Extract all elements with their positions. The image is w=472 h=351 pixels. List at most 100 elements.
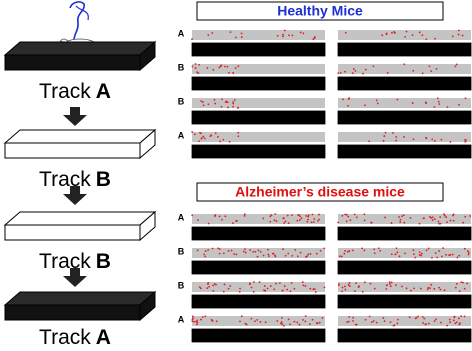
position-dot bbox=[352, 67, 355, 70]
position-dot bbox=[393, 324, 396, 327]
position-dot bbox=[373, 287, 376, 290]
position-dot bbox=[463, 287, 466, 290]
position-dot bbox=[351, 249, 354, 252]
position-dot bbox=[453, 316, 456, 319]
position-dot bbox=[347, 215, 350, 218]
track-word: Track bbox=[39, 250, 91, 273]
position-dot bbox=[244, 251, 247, 254]
position-dot bbox=[243, 214, 246, 217]
position-dot bbox=[411, 34, 414, 36]
position-dot bbox=[221, 218, 223, 221]
position-dot bbox=[454, 322, 457, 325]
position-dot bbox=[368, 140, 371, 143]
position-dot bbox=[349, 219, 352, 222]
position-dot bbox=[218, 252, 221, 255]
position-dot bbox=[227, 106, 229, 109]
track-letter: B bbox=[96, 250, 111, 273]
position-dot bbox=[383, 320, 386, 323]
position-dot bbox=[430, 283, 433, 286]
position-dot bbox=[262, 217, 265, 220]
heatmap-shade bbox=[338, 43, 471, 56]
position-dot bbox=[282, 217, 285, 219]
track-box bbox=[3, 40, 157, 72]
position-dot bbox=[464, 138, 466, 141]
track-letter: A bbox=[96, 326, 111, 349]
position-dot bbox=[312, 221, 315, 223]
position-dot bbox=[455, 63, 458, 66]
trajectory-band bbox=[338, 30, 471, 40]
position-dot bbox=[204, 255, 207, 258]
arrows bbox=[63, 107, 87, 287]
position-dot bbox=[404, 35, 407, 38]
position-dot bbox=[433, 320, 436, 322]
position-dot bbox=[275, 282, 277, 285]
position-dot bbox=[204, 315, 207, 318]
position-dot bbox=[203, 253, 206, 256]
position-dot bbox=[199, 287, 202, 290]
position-dot bbox=[227, 287, 230, 290]
position-dot bbox=[439, 222, 442, 225]
position-dot bbox=[257, 249, 260, 252]
position-dot bbox=[245, 323, 248, 326]
position-dot bbox=[237, 65, 240, 68]
position-dot bbox=[341, 286, 344, 289]
position-dot bbox=[386, 72, 389, 74]
trajectory bbox=[338, 315, 471, 327]
position-dot bbox=[259, 321, 262, 323]
position-dot bbox=[254, 320, 256, 323]
position-dot bbox=[232, 222, 234, 225]
heatmap-shade bbox=[192, 227, 325, 240]
position-dot bbox=[344, 288, 347, 291]
position-dot bbox=[229, 31, 232, 34]
position-dot bbox=[347, 320, 350, 323]
position-dot bbox=[228, 140, 231, 143]
track-label: Track B bbox=[39, 250, 111, 273]
heatmap-shade bbox=[338, 227, 471, 240]
position-dot bbox=[372, 320, 375, 322]
position-dot bbox=[206, 287, 209, 290]
position-dot bbox=[355, 282, 357, 285]
position-dot bbox=[198, 140, 200, 143]
position-dot bbox=[347, 284, 350, 286]
position-dot bbox=[316, 322, 319, 325]
row-label: B bbox=[178, 62, 185, 72]
position-dot bbox=[196, 319, 199, 322]
position-dot bbox=[427, 247, 430, 250]
position-dot bbox=[348, 285, 351, 288]
position-dot bbox=[291, 34, 294, 37]
position-dot bbox=[191, 131, 194, 133]
track-letter: A bbox=[96, 80, 111, 103]
position-dot bbox=[276, 34, 279, 37]
position-dot bbox=[337, 221, 340, 224]
position-dot bbox=[428, 65, 431, 68]
position-dot bbox=[276, 320, 279, 322]
position-dot bbox=[438, 250, 441, 252]
position-dot bbox=[438, 286, 440, 289]
trajectory-band bbox=[192, 282, 325, 292]
heatmap-shade bbox=[192, 77, 325, 90]
row-label: A bbox=[178, 212, 185, 222]
heatmap-shade bbox=[338, 77, 471, 90]
position-dot bbox=[293, 287, 296, 290]
position-dot bbox=[347, 104, 349, 107]
track-letter: B bbox=[96, 168, 111, 191]
heatmap-shade bbox=[338, 295, 471, 308]
position-dot bbox=[362, 72, 364, 75]
position-dot bbox=[271, 252, 274, 255]
trajectory bbox=[337, 63, 471, 75]
position-dot bbox=[240, 36, 243, 38]
position-dot bbox=[314, 291, 317, 293]
heatmap-shade bbox=[338, 261, 471, 274]
position-dot bbox=[263, 285, 266, 287]
position-dot bbox=[429, 287, 431, 290]
trajectory-band bbox=[192, 248, 325, 258]
position-dot bbox=[464, 97, 467, 100]
position-dot bbox=[293, 320, 296, 323]
position-dot bbox=[346, 321, 349, 324]
position-dot bbox=[194, 67, 197, 69]
position-dot bbox=[212, 289, 215, 292]
position-dot bbox=[269, 285, 272, 287]
position-dot bbox=[318, 218, 320, 221]
position-dot bbox=[440, 138, 443, 141]
position-dot bbox=[341, 290, 344, 293]
